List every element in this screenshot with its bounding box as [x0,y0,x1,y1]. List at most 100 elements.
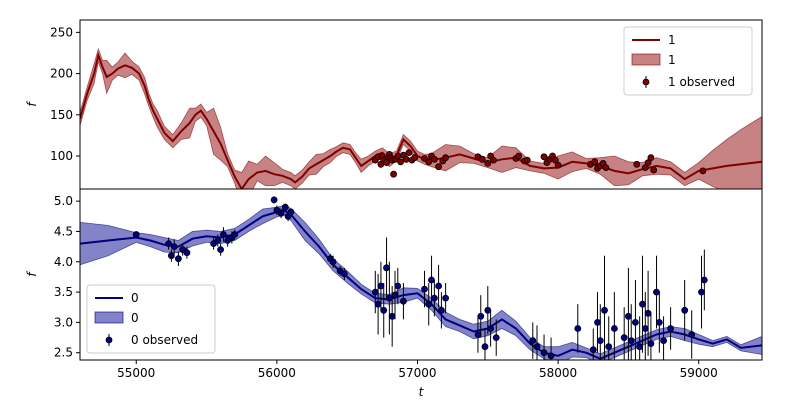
observed-point [639,300,646,308]
observed-point [484,306,492,314]
x-tick-label: 58000 [539,366,577,380]
observed-point [442,154,450,162]
observed-point [411,154,419,162]
observed-point [183,249,191,257]
observed-point [650,166,658,174]
legend: 1 1 1 observed [623,26,753,96]
y-tick-label: 150 [50,108,73,122]
legend-points-label: 0 observed [131,333,198,347]
observed-point [380,306,388,314]
observed-point [277,209,285,217]
observed-point [515,152,523,160]
observed-point [442,294,450,302]
observed-point [405,149,413,157]
observed-point [402,155,410,163]
observed-point [329,258,337,266]
x-tick-label: 59000 [680,366,718,380]
observed-point [547,352,555,360]
observed-point [399,297,407,305]
observed-point [540,349,548,357]
observed-point [287,208,295,216]
observed-point [641,325,649,332]
observed-point [681,306,689,314]
observed-point [477,312,485,320]
observed-point [383,159,390,167]
x-tick-label: 57000 [398,366,436,380]
legend-line-label: 0 [131,291,139,305]
observed-point [281,203,289,211]
y-tick-label: 4.5 [54,224,73,238]
observed-point [660,337,667,345]
legend-band-swatch [94,311,124,324]
observed-point [523,156,531,164]
observed-point [602,164,610,172]
observed-point [554,161,562,169]
axes-frame [79,188,763,361]
observed-point [394,152,402,160]
observed-point [385,294,393,302]
top-panel: 100 150 200 250 f 1 1 1 observed [25,19,763,190]
legend-points-label: 1 observed [668,75,735,89]
observed-point [633,160,641,168]
y-axis-label: f [25,101,39,107]
observed-point [430,155,438,163]
observed-point [489,156,497,164]
observed-point [217,246,225,254]
x-axis-label: t [419,385,425,399]
observed-point [533,343,541,351]
observed-point [397,158,405,166]
observed-point [383,264,390,272]
observed-point [132,231,140,238]
observed-point [435,282,443,290]
observed-point [636,343,644,351]
observed-point [421,285,428,293]
legend-band-label: 0 [131,311,139,325]
y-tick-label: 2.5 [54,346,73,360]
observed-point [377,282,385,290]
observed-point [644,309,652,317]
observed-point [574,325,582,332]
plot-area [80,47,762,189]
observed-point [390,170,398,178]
observed-point [214,237,222,244]
observed-point [667,325,674,332]
y-tick-label: 100 [50,149,73,163]
x-tick-label: 56000 [258,366,296,380]
observed-point [627,337,635,345]
legend-box [623,26,753,96]
observed-point [698,288,705,296]
observed-point [428,276,435,284]
observed-point [540,153,548,161]
observed-point [481,343,489,351]
observed-point [594,318,601,326]
observed-point [340,270,348,278]
x-tick-label: 55000 [117,366,155,380]
y-tick-label: 3.0 [54,315,73,329]
legend-box [86,284,216,354]
observed-point [167,252,175,260]
confidence-band [80,204,762,360]
observed-point [474,331,482,338]
observed-point [435,163,443,171]
observed-point [591,158,599,166]
observed-point [647,154,655,162]
observed-point [625,312,632,320]
observed-point [219,231,227,238]
y-tick-label: 250 [50,25,73,39]
legend-line-label: 1 [668,33,676,47]
legend-point-swatch [105,336,113,344]
observed-point [371,288,379,296]
confidence-band [80,47,762,189]
observed-point [492,334,500,342]
observed-point [551,156,559,164]
observed-point [596,337,604,345]
observed-point [605,343,613,351]
observed-point [641,164,649,172]
y-tick-label: 3.5 [54,285,73,299]
observed-point [270,196,278,204]
observed-point [394,282,402,290]
observed-point [391,291,399,299]
bottom-panel: 2.5 3.0 3.5 4.0 4.5 5.0 f 55000 56000 57000 58000 5… [25,188,763,399]
observed-point [425,300,433,308]
